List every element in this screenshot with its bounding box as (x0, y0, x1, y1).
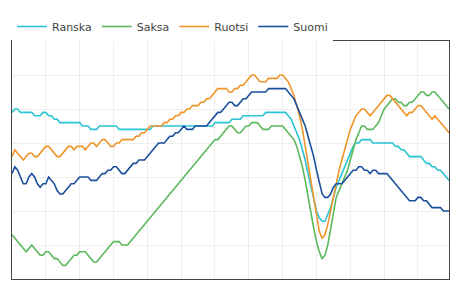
svg-text:Suomi: Suomi (293, 21, 327, 34)
svg-text:Ranska: Ranska (52, 21, 92, 34)
svg-text:Ruotsi: Ruotsi (214, 21, 248, 34)
svg-text:Saksa: Saksa (137, 21, 170, 34)
